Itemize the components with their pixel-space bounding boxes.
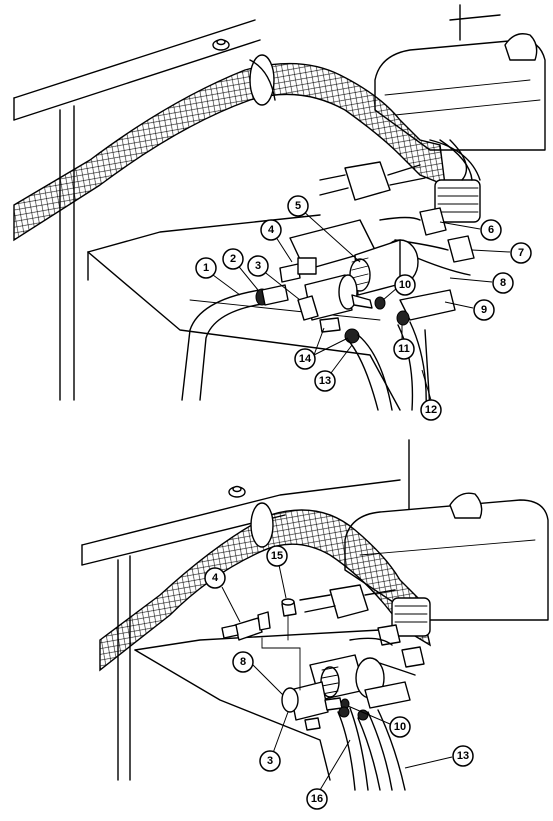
svg-text:10: 10	[399, 279, 411, 291]
callout-b3: 3	[259, 750, 281, 772]
plug-connector	[319, 161, 426, 201]
callout-3: 3	[247, 255, 269, 277]
bottom-removed-parts	[221, 598, 301, 691]
top-frame	[13, 4, 501, 411]
svg-text:8: 8	[240, 656, 246, 668]
svg-text:8: 8	[500, 277, 506, 289]
callout-b16: 16	[306, 788, 328, 810]
callout-8: 8	[492, 272, 514, 294]
callout-12: 12	[420, 399, 442, 421]
fuel-hoses	[181, 284, 431, 411]
callout-b4: 4	[204, 567, 226, 589]
svg-text:15: 15	[271, 550, 283, 562]
callout-11: 11	[393, 338, 415, 360]
svg-text:6: 6	[488, 224, 494, 236]
svg-text:9: 9	[481, 304, 487, 316]
bolt-head	[212, 38, 230, 51]
svg-text:7: 7	[518, 247, 524, 259]
fuel-tank	[374, 33, 546, 151]
svg-text:14: 14	[299, 353, 312, 365]
svg-text:4: 4	[268, 224, 275, 236]
callout-5: 5	[287, 195, 309, 217]
svg-text:3: 3	[267, 755, 273, 767]
round-connector	[429, 139, 481, 223]
bottom-callouts: 4 15 8 10 3 13 16	[204, 545, 474, 810]
svg-text:10: 10	[394, 721, 406, 733]
small-connectors	[379, 207, 475, 276]
callout-b15: 15	[266, 545, 288, 567]
callout-4: 4	[260, 219, 282, 241]
callout-10: 10	[394, 274, 416, 296]
svg-text:4: 4	[212, 572, 219, 584]
callout-6: 6	[480, 219, 502, 241]
svg-text:13: 13	[457, 750, 469, 762]
svg-text:3: 3	[255, 260, 261, 272]
top-callouts: 1 2 3 4 5 6 7 8 9 10 11 12 13 14	[195, 195, 532, 421]
svg-text:12: 12	[425, 404, 437, 416]
callout-9: 9	[473, 299, 495, 321]
callout-13: 13	[314, 370, 336, 392]
callout-2: 2	[222, 248, 244, 270]
bottom-plug-connector	[299, 584, 396, 619]
callout-b13: 13	[452, 745, 474, 767]
callout-14: 14	[294, 348, 316, 370]
braided-wire-harness	[13, 54, 446, 242]
svg-text:1: 1	[203, 262, 209, 274]
bottom-bolt-head	[228, 485, 246, 498]
top-view	[13, 4, 546, 411]
svg-text:2: 2	[230, 253, 236, 265]
callout-b8: 8	[232, 651, 254, 673]
svg-text:11: 11	[398, 343, 410, 355]
svg-text:13: 13	[319, 375, 331, 387]
bottom-round-connector	[391, 597, 431, 637]
callout-b10: 10	[389, 716, 411, 738]
bottom-frame	[81, 439, 410, 781]
svg-text:5: 5	[295, 200, 301, 212]
bottom-view	[81, 439, 549, 791]
callout-1: 1	[195, 257, 217, 279]
bottom-fuel-filter	[281, 681, 350, 731]
svg-text:16: 16	[311, 793, 323, 805]
callout-7: 7	[510, 242, 532, 264]
bottom-fuel-hoses	[337, 706, 406, 791]
